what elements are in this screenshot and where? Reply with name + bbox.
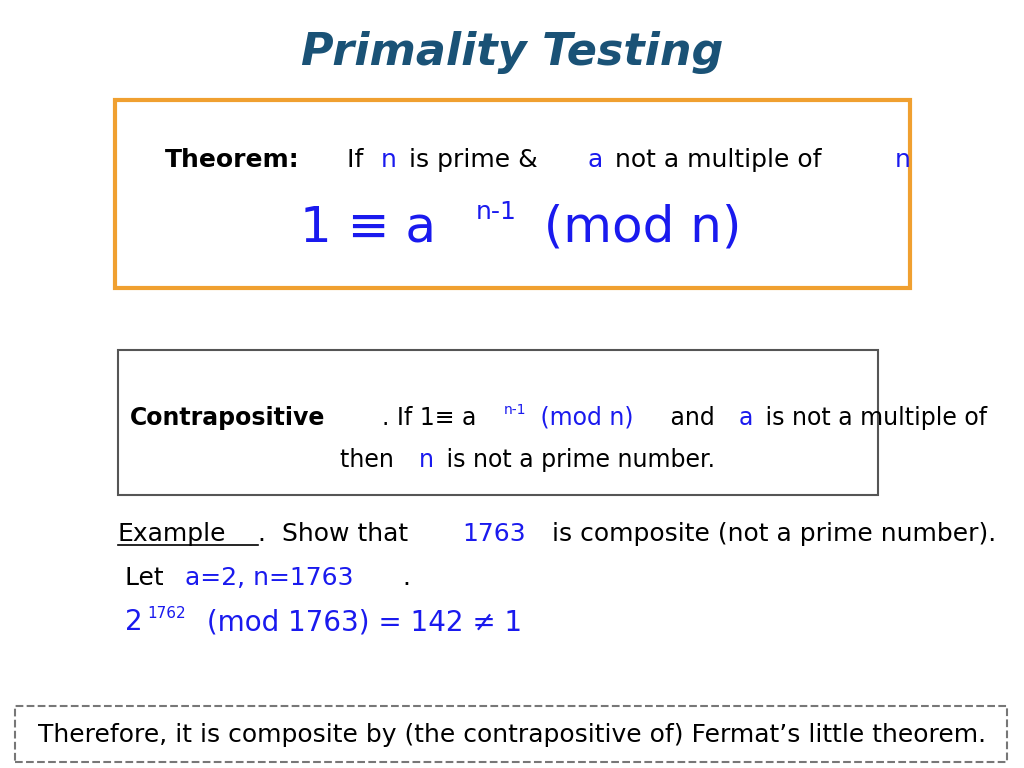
FancyBboxPatch shape — [118, 350, 878, 495]
Text: 1763: 1763 — [462, 522, 525, 546]
Text: is not a multiple of: is not a multiple of — [758, 406, 994, 430]
Text: and: and — [663, 406, 722, 430]
Text: a=2, n=1763: a=2, n=1763 — [185, 566, 353, 590]
Text: is prime &: is prime & — [401, 148, 546, 172]
Text: Contrapositive: Contrapositive — [130, 406, 326, 430]
Text: then: then — [340, 448, 401, 472]
Text: Theorem:: Theorem: — [165, 148, 300, 172]
Text: n: n — [419, 448, 434, 472]
Text: is composite (not a prime number).: is composite (not a prime number). — [544, 522, 996, 546]
Text: If: If — [339, 148, 371, 172]
Text: 2: 2 — [125, 608, 142, 636]
Text: n-1: n-1 — [504, 403, 526, 417]
Text: Example: Example — [118, 522, 226, 546]
Text: 1762: 1762 — [147, 605, 186, 621]
Text: . If 1≡ a: . If 1≡ a — [382, 406, 476, 430]
Text: a: a — [588, 148, 603, 172]
Text: Let: Let — [125, 566, 172, 590]
Text: .: . — [402, 566, 411, 590]
Text: (mod 1763) = 142 ≠ 1: (mod 1763) = 142 ≠ 1 — [198, 608, 521, 636]
Text: (mod n): (mod n) — [528, 204, 741, 252]
Text: a: a — [739, 406, 754, 430]
Text: Primality Testing: Primality Testing — [301, 31, 723, 74]
Text: is not a prime number.: is not a prime number. — [438, 448, 715, 472]
Text: n-1: n-1 — [475, 200, 516, 224]
Text: 1 ≡ a: 1 ≡ a — [300, 204, 436, 252]
Text: .  Show that: . Show that — [258, 522, 416, 546]
FancyBboxPatch shape — [115, 100, 910, 288]
Text: (mod n): (mod n) — [532, 406, 634, 430]
FancyBboxPatch shape — [15, 706, 1007, 762]
Text: n: n — [381, 148, 396, 172]
Text: not a multiple of: not a multiple of — [607, 148, 829, 172]
Text: Therefore, it is composite by (the contrapositive of) Fermat’s little theorem.: Therefore, it is composite by (the contr… — [38, 723, 986, 747]
Text: n: n — [894, 148, 910, 172]
